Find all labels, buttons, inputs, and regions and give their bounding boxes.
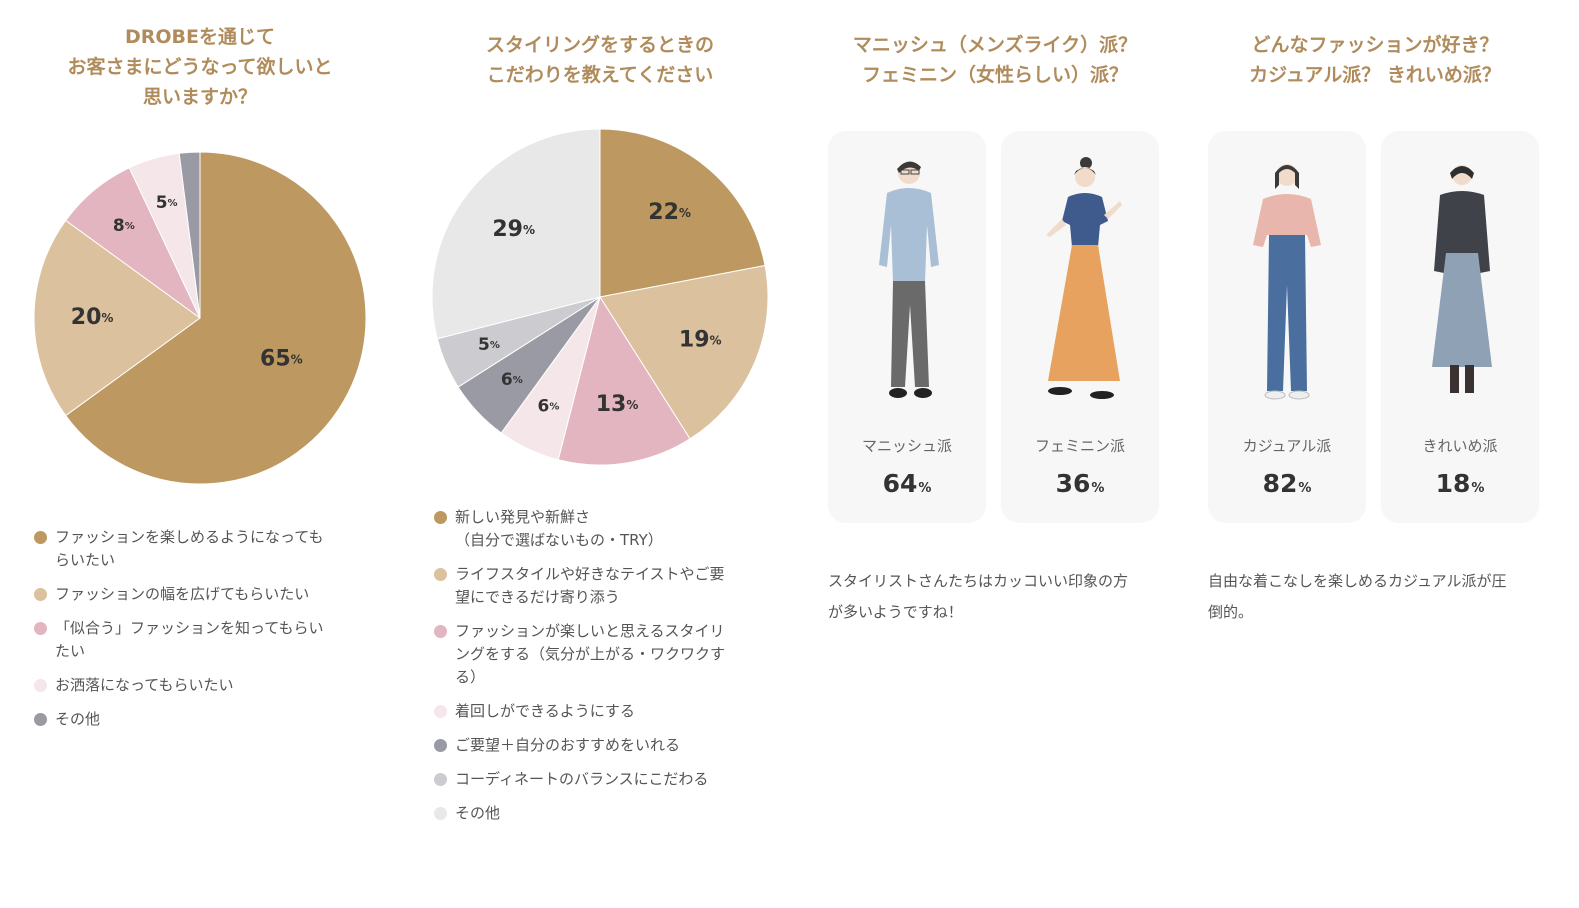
percentage-value: 18 [1435, 469, 1471, 498]
legend-item: お洒落になってもらいたい [34, 674, 380, 697]
legend-item: その他 [34, 708, 380, 731]
result-cards: カジュアル派 82% きれいめ派 18% [1208, 131, 1539, 523]
legend-dot [434, 739, 447, 752]
pie-slice [178, 151, 201, 319]
legend-item: ファッションを楽しめるようになっても らいたい [34, 526, 380, 572]
legend-dot [434, 625, 447, 638]
pie-slice [599, 128, 766, 298]
card-percentage: 36% [1001, 469, 1159, 498]
pie-slice [65, 151, 367, 485]
card-label: フェミニン派 [1034, 437, 1125, 455]
legend-item: 着回しができるようにする [434, 700, 780, 723]
card-percentage: 82% [1208, 469, 1366, 498]
legend-item: ご要望＋自分のおすすめをいれる [434, 734, 780, 757]
legend-item: その他 [434, 802, 780, 825]
percentage-value: 64 [882, 469, 918, 498]
percentage-unit: % [1091, 481, 1105, 496]
percentage-value: 36 [1055, 469, 1091, 498]
legend-dot [434, 705, 447, 718]
legend-item: 新しい発見や新鮮さ （自分で選ばないもの・TRY） [434, 506, 780, 552]
legend-dot [434, 773, 447, 786]
pie-slice-label: 65% [260, 346, 303, 371]
question-title: どんなファッションが好き？ カジュアル派？ きれいめ派？ [1249, 34, 1501, 86]
legend-label: ファッションが楽しいと思えるスタイリ ングをする（気分が上がる・ワクワクす る） [455, 622, 726, 686]
question-title: スタイリングをするときの こだわりを教えてください [485, 34, 714, 86]
panel-comment: 自由な着こなしを楽しめるカジュアル派が圧 倒的。 [1208, 572, 1507, 621]
pie-slice-label: 6% [501, 370, 523, 390]
legend-item: コーディネートのバランスにこだわる [434, 768, 780, 791]
legend-label: ファッションを楽しめるようになっても らいたい [55, 528, 324, 569]
pie-slice-label: 8% [113, 216, 135, 236]
casual-illustration [1253, 164, 1321, 400]
result-card-feminine: フェミニン派 36% [1001, 131, 1159, 523]
legend-dot [34, 531, 47, 544]
legend-dot [34, 679, 47, 692]
legend-dot [434, 568, 447, 581]
panel-comment: スタイリストさんたちはカッコいい印象の方 が多いようですね！ [828, 572, 1129, 621]
legend-label: その他 [455, 804, 501, 822]
legend-label: 新しい発見や新鮮さ （自分で選ばないもの・TRY） [455, 508, 663, 549]
pie-slice [431, 128, 601, 340]
result-cards: マニッシュ派 64% フェミニン派 36% [828, 131, 1159, 523]
pie-slice-label: 29% [492, 217, 535, 242]
pie-slice-label: 13% [596, 392, 639, 417]
legend-label: 着回しができるようにする [455, 702, 635, 720]
legend-label: ライフスタイルや好きなテイストやご要 望にできるだけ寄り添う [455, 565, 725, 606]
pie-slice-label: 20% [71, 305, 114, 330]
legend-label: ファッションの幅を広げてもらいたい [55, 585, 310, 603]
card-percentage: 64% [828, 469, 986, 498]
legend-item: ライフスタイルや好きなテイストやご要 望にできるだけ寄り添う [434, 563, 780, 609]
pie-legend: ファッションを楽しめるようになっても らいたい ファッションの幅を広げてもらいた… [34, 526, 380, 742]
pie-slice-label: 19% [679, 327, 722, 352]
legend-label: お洒落になってもらいたい [55, 676, 234, 694]
legend-item: ファッションが楽しいと思えるスタイリ ングをする（気分が上がる・ワクワクす る） [434, 620, 780, 689]
mannish-illustration [879, 161, 939, 398]
legend-label: コーディネートのバランスにこだわる [455, 770, 709, 788]
legend-item: ファッションの幅を広げてもらいたい [34, 583, 380, 606]
pie-chart-goal: 65% 20% 8% 5% [33, 151, 367, 485]
result-card-casual: カジュアル派 82% [1208, 131, 1366, 523]
legend-dot [434, 807, 447, 820]
card-label: カジュアル派 [1242, 437, 1332, 455]
legend-label: 「似合う」ファッションを知ってもらい たい [55, 619, 324, 660]
kireime-illustration [1432, 165, 1492, 393]
question-title: マニッシュ（メンズライク）派？ フェミニン（女性らしい）派？ [852, 34, 1138, 86]
feminine-illustration [1046, 157, 1122, 399]
legend-label: ご要望＋自分のおすすめをいれる [455, 736, 681, 754]
percentage-value: 82 [1262, 469, 1298, 498]
legend-dot [34, 622, 47, 635]
legend-dot [34, 588, 47, 601]
pie-slice-label: 6% [538, 396, 560, 416]
percentage-unit: % [1298, 481, 1312, 496]
legend-label: その他 [55, 710, 101, 728]
pie-slice [557, 295, 691, 466]
pie-slice-label: 5% [156, 193, 178, 213]
question-title: DROBEを通じて お客さまにどうなって欲しいと 思いますか？ [67, 26, 333, 108]
card-percentage: 18% [1381, 469, 1539, 498]
result-card-mannish: マニッシュ派 64% [828, 131, 986, 523]
percentage-unit: % [918, 481, 932, 496]
pie-slice [33, 219, 201, 417]
pie-legend: 新しい発見や新鮮さ （自分で選ばないもの・TRY） ライフスタイルや好きなテイス… [434, 506, 780, 836]
card-label: マニッシュ派 [861, 437, 952, 455]
legend-dot [34, 713, 47, 726]
pie-slice-label: 22% [648, 200, 691, 225]
pie-chart-styling: 22%19%13%6%6%5%29% [431, 128, 769, 466]
pie-slice [599, 264, 769, 440]
legend-item: 「似合う」ファッションを知ってもらい たい [34, 617, 380, 663]
card-label: きれいめ派 [1422, 437, 1498, 455]
legend-dot [434, 511, 447, 524]
result-card-kireime: きれいめ派 18% [1381, 131, 1539, 523]
percentage-unit: % [1471, 481, 1485, 496]
pie-slice-label: 5% [478, 335, 500, 355]
